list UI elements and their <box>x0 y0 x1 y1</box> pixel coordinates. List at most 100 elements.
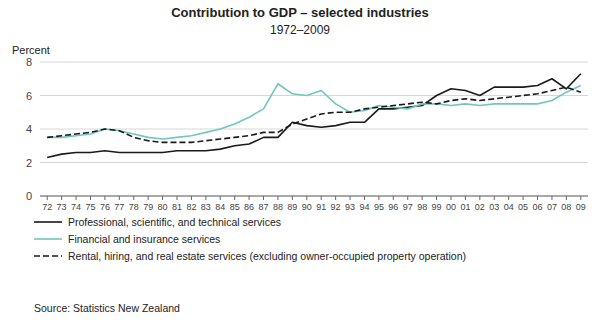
legend-label: Rental, hiring, and real estate services… <box>68 250 466 262</box>
x-tick <box>249 196 250 200</box>
title: Contribution to GDP – selected industrie… <box>171 5 429 20</box>
x-tick <box>566 196 567 200</box>
grid-line <box>40 196 588 197</box>
x-tick-label: 97 <box>403 202 413 212</box>
x-tick <box>537 196 538 200</box>
legend-label: Financial and insurance services <box>68 233 220 245</box>
x-tick-label: 84 <box>215 202 225 212</box>
x-tick <box>551 196 552 200</box>
x-tick <box>465 196 466 200</box>
x-tick <box>234 196 235 200</box>
legend: Professional, scientific, and technical … <box>34 216 466 262</box>
x-tick-label: 99 <box>432 202 442 212</box>
x-tick-label: 06 <box>533 202 543 212</box>
grid <box>40 62 588 196</box>
legend-swatch <box>34 255 62 257</box>
x-tick <box>263 196 264 200</box>
y-tick-label: 8 <box>26 56 32 68</box>
grid-line <box>40 62 588 63</box>
x-tick <box>580 196 581 200</box>
x-tick-label: 74 <box>71 202 81 212</box>
x-tick-label: 82 <box>186 202 196 212</box>
x-tick <box>350 196 351 200</box>
x-tick <box>277 196 278 200</box>
x-tick-label: 83 <box>201 202 211 212</box>
series-line <box>47 84 581 139</box>
x-tick <box>220 196 221 200</box>
x-tick-label: 77 <box>114 202 124 212</box>
legend-swatch <box>34 221 62 223</box>
x-tick-label: 89 <box>287 202 297 212</box>
x-tick <box>61 196 62 200</box>
subtitle: 1972–2009 <box>270 23 330 37</box>
x-tick-label: 90 <box>302 202 312 212</box>
x-tick-label: 75 <box>85 202 95 212</box>
x-tick <box>177 196 178 200</box>
x-tick <box>393 196 394 200</box>
x-tick-label: 02 <box>475 202 485 212</box>
x-axis <box>40 196 588 197</box>
x-tick <box>451 196 452 200</box>
x-tick-label: 92 <box>331 202 341 212</box>
grid-line <box>40 95 588 96</box>
x-tick <box>148 196 149 200</box>
source: Source: Statistics New Zealand <box>34 302 180 314</box>
x-tick <box>133 196 134 200</box>
y-tick-label: 2 <box>26 157 32 169</box>
x-tick-label: 04 <box>504 202 514 212</box>
x-tick-label: 76 <box>100 202 110 212</box>
x-tick-label: 03 <box>489 202 499 212</box>
x-tick-label: 09 <box>576 202 586 212</box>
x-tick <box>407 196 408 200</box>
x-tick <box>335 196 336 200</box>
x-tick <box>306 196 307 200</box>
x-tick-label: 91 <box>316 202 326 212</box>
x-tick-label: 07 <box>547 202 557 212</box>
x-tick-label: 79 <box>143 202 153 212</box>
x-tick-label: 95 <box>374 202 384 212</box>
background <box>0 0 600 324</box>
x-tick-label: 81 <box>172 202 182 212</box>
x-tick <box>47 196 48 200</box>
series-line <box>47 87 581 142</box>
series-line <box>47 74 581 158</box>
x-tick-label: 96 <box>388 202 398 212</box>
grid-line <box>40 162 588 163</box>
x-tick-label: 72 <box>42 202 52 212</box>
x-tick <box>523 196 524 200</box>
x-tick-label: 88 <box>273 202 283 212</box>
legend-swatch <box>34 238 62 240</box>
y-tick-label: 0 <box>26 190 32 202</box>
x-tick <box>378 196 379 200</box>
y-tick-label: 4 <box>26 123 32 135</box>
x-tick-label: 78 <box>129 202 139 212</box>
x-tick <box>104 196 105 200</box>
x-tick <box>436 196 437 200</box>
x-tick <box>508 196 509 200</box>
x-tick-label: 08 <box>561 202 571 212</box>
y-tick-label: 6 <box>26 90 32 102</box>
x-tick <box>76 196 77 200</box>
x-tick-label: 87 <box>259 202 269 212</box>
grid-line <box>40 129 588 130</box>
x-tick <box>162 196 163 200</box>
x-tick-label: 73 <box>57 202 67 212</box>
x-tick-label: 98 <box>417 202 427 212</box>
lines <box>47 74 581 158</box>
x-tick <box>191 196 192 200</box>
x-tick <box>479 196 480 200</box>
x-tick <box>422 196 423 200</box>
x-tick-label: 94 <box>359 202 369 212</box>
x-tick-label: 93 <box>345 202 355 212</box>
x-tick-label: 85 <box>230 202 240 212</box>
x-tick <box>119 196 120 200</box>
legend-label: Professional, scientific, and technical … <box>68 216 281 228</box>
x-tick <box>205 196 206 200</box>
x-tick <box>90 196 91 200</box>
x-tick-label: 00 <box>446 202 456 212</box>
x-tick-label: 05 <box>518 202 528 212</box>
x-tick <box>494 196 495 200</box>
y-axis-label: Percent <box>12 44 50 56</box>
x-tick <box>321 196 322 200</box>
x-tick <box>292 196 293 200</box>
